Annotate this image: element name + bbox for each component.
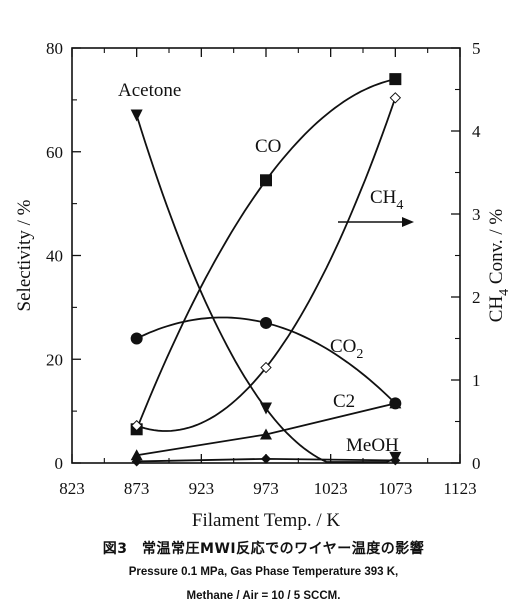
series-label-co: CO — [255, 136, 281, 157]
x-axis-label: Filament Temp. / K — [192, 510, 340, 530]
x-tick-label: 1023 — [314, 479, 348, 498]
y2-tick-label: 4 — [472, 122, 481, 141]
y-axis-label: Selectivity / % — [14, 199, 35, 311]
series-label-ch4: CH4 — [370, 187, 403, 213]
y2-axis-label: CH4 Conv. / % — [486, 209, 512, 323]
y2-tick-label: 5 — [472, 39, 481, 58]
series-label-c2: C2 — [333, 391, 355, 412]
x-tick-label: 973 — [253, 479, 279, 498]
series-label-co2: CO2 — [330, 336, 363, 362]
data-point-co2 — [260, 316, 272, 329]
data-point-co2 — [130, 332, 143, 345]
series-label-meoh: MeOH — [346, 435, 399, 456]
y-tick-label: 60 — [46, 143, 63, 162]
series-line-co — [135, 78, 396, 430]
x-tick-label: 1123 — [443, 479, 476, 498]
x-tick-label: 1073 — [378, 479, 412, 498]
plot-frame — [71, 47, 461, 464]
data-point-c2 — [389, 397, 402, 409]
y2-tick-label: 0 — [472, 454, 481, 473]
data-point-co — [260, 174, 272, 187]
figure-caption-conditions: Pressure 0.1 MPa, Gas Phase Temperature … — [128, 566, 399, 578]
y2-tick-label: 2 — [472, 288, 481, 307]
data-point-co — [389, 73, 402, 86]
x-tick-label: 823 — [59, 479, 85, 498]
y-tick-label: 40 — [46, 247, 63, 266]
figure-caption-gas-ratio: Methane / Air = 10 / 5 SCCM. — [186, 590, 341, 602]
y2-tick-label: 3 — [472, 205, 481, 224]
data-point-acetone — [130, 109, 143, 122]
y-tick-label: 80 — [46, 39, 63, 58]
figure-caption-title: 図3 常温常圧MWI反応でのワイヤー温度の影響 — [102, 541, 425, 557]
y-tick-label: 20 — [46, 350, 63, 369]
x-tick-label: 923 — [189, 479, 215, 498]
ch4-axis-arrowhead — [402, 217, 414, 227]
x-tick-label: 873 — [124, 479, 150, 498]
data-point-c2 — [260, 428, 272, 440]
data-point-ch4 — [130, 419, 143, 432]
data-point-ch4 — [260, 361, 272, 374]
data-point-acetone — [260, 402, 272, 415]
data-point-ch4 — [389, 92, 402, 104]
series-label-acetone: Acetone — [118, 80, 181, 101]
y2-tick-label: 1 — [472, 371, 481, 390]
chart: 823 873 923 973 1023 1073 1123 0 20 40 60 80 0 1 2 3 4 5 F… — [14, 39, 512, 530]
y-tick-label: 0 — [55, 454, 64, 473]
